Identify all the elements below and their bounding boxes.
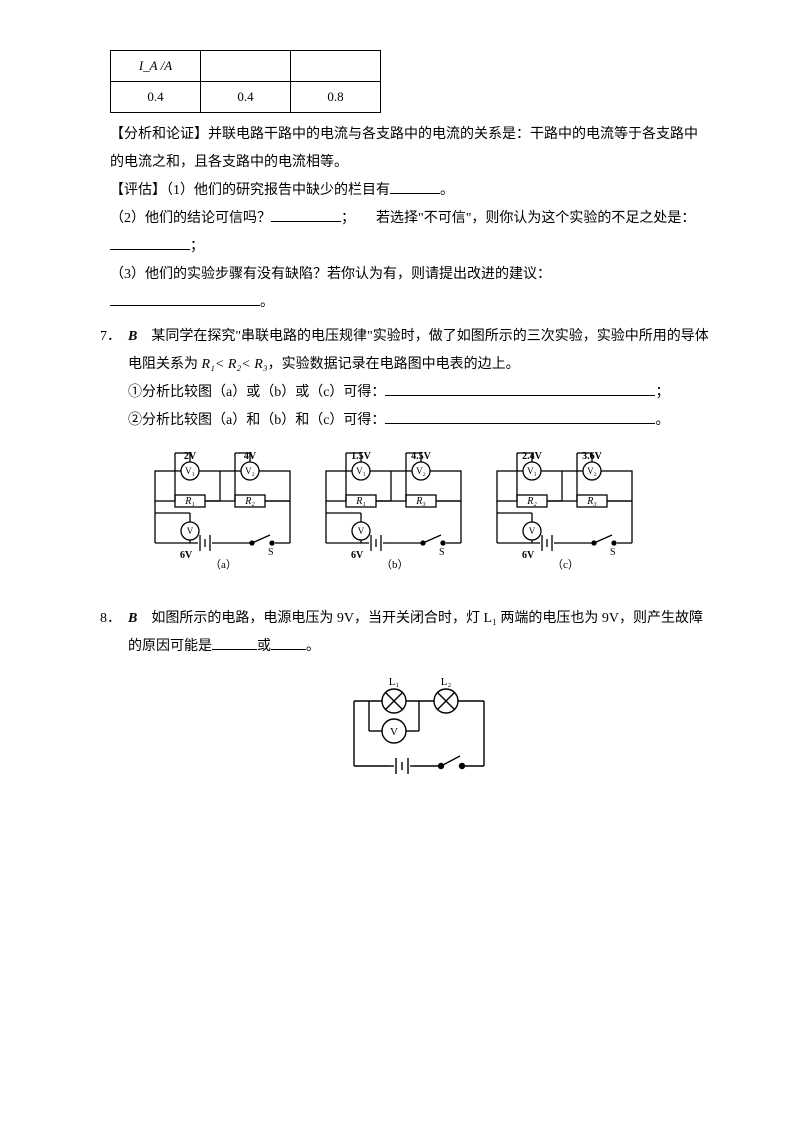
- eval-1b: 。: [440, 183, 454, 198]
- svg-text:V₁: V₁: [527, 466, 537, 476]
- eval-2a: （2）他们的结论可信吗？: [110, 211, 271, 226]
- q7-diagrams: V₁ V₂ V 2V 4V R₁ R₂ S 6V （a）: [140, 443, 710, 573]
- circuit-c: V₁ V₂ V 2.4V 3.6V R₂ R₃ S 6V （c）: [482, 443, 647, 573]
- blank-8: [271, 649, 306, 650]
- svg-text:V₁: V₁: [356, 466, 366, 476]
- eval-line2c: ；: [110, 233, 710, 261]
- svg-text:V₁: V₁: [185, 466, 195, 476]
- svg-text:V: V: [529, 526, 536, 536]
- eval-2c: ；: [190, 239, 204, 254]
- analysis-label: 【分析和论证】: [110, 127, 208, 142]
- q7-intro: B 某同学在探究"串联电路的电压规律"实验时，做了如图所示的三次实验，实验中所用…: [128, 323, 710, 379]
- eval-1a: （1）他们的研究报告中缺少的栏目有: [166, 183, 390, 198]
- svg-text:V: V: [390, 726, 398, 738]
- q8-end: 。: [306, 639, 320, 654]
- svg-text:L₁: L₁: [389, 676, 400, 688]
- svg-text:4V: 4V: [244, 451, 257, 462]
- q7-t1b: ，实验数据记录在电路图中电表的边上。: [268, 357, 520, 372]
- circuit-a: V₁ V₂ V 2V 4V R₁ R₂ S 6V （a）: [140, 443, 305, 573]
- eval-line1: 【评估】（1）他们的研究报告中缺少的栏目有 。: [110, 177, 710, 205]
- q8-prefix: B: [128, 611, 137, 626]
- cell-r1c2: 0.8: [291, 82, 381, 113]
- svg-text:4.5V: 4.5V: [411, 451, 432, 462]
- q7-l2a: ②分析比较图（a）和（b）和（c）可得：: [128, 413, 385, 428]
- eval-line2: （2）他们的结论可信吗？ ； 若选择"不可信"，则你认为这个实验的不足之处是：: [110, 205, 710, 233]
- q8-or: 或: [257, 639, 271, 654]
- blank-1: [390, 193, 440, 194]
- q7-line1: ①分析比较图（a）或（b）或（c）可得： ；: [128, 379, 710, 407]
- eval-3a: （3）他们的实验步骤有没有缺陷？若你认为有，则请提出改进的建议：: [110, 267, 551, 282]
- eval-line3: （3）他们的实验步骤有没有缺陷？若你认为有，则请提出改进的建议：: [110, 261, 710, 289]
- svg-text:1.5V: 1.5V: [351, 451, 372, 462]
- cell-r1c0: 0.4: [111, 82, 201, 113]
- svg-text:V: V: [358, 526, 365, 536]
- q7-l2b: 。: [655, 413, 669, 428]
- svg-text:R₂: R₂: [526, 496, 537, 507]
- svg-text:S: S: [439, 547, 445, 558]
- svg-text:V₂: V₂: [587, 466, 597, 476]
- blank-5: [385, 395, 655, 396]
- svg-text:V₂: V₂: [416, 466, 426, 476]
- q7-line2: ②分析比较图（a）和（b）和（c）可得： 。: [128, 407, 710, 435]
- eval-3b: 。: [260, 295, 274, 310]
- current-table: I_A /A 0.4 0.4 0.8: [110, 50, 381, 113]
- q8-t1: 如图所示的电路，电源电压为 9V，当开关闭合时，灯 L₁ 两端的电压也为 9V，…: [128, 611, 703, 654]
- cell-r0c1: [201, 51, 291, 82]
- svg-text:（a）: （a）: [210, 558, 237, 571]
- q7-l1b: ；: [655, 385, 669, 400]
- q8-text: B 如图所示的电路，电源电压为 9V，当开关闭合时，灯 L₁ 两端的电压也为 9…: [128, 605, 710, 661]
- svg-text:（b）: （b）: [381, 558, 409, 571]
- svg-text:R₂: R₂: [244, 496, 255, 507]
- svg-text:R₃: R₃: [415, 496, 426, 507]
- svg-text:R₁: R₁: [355, 496, 366, 507]
- svg-text:6V: 6V: [522, 550, 535, 561]
- q8-num: 8．: [100, 605, 128, 791]
- blank-6: [385, 423, 655, 424]
- cell-r0c2: [291, 51, 381, 82]
- blank-4: [110, 305, 260, 306]
- eval-line3b: 。: [110, 289, 710, 317]
- svg-text:S: S: [610, 547, 616, 558]
- blank-2: [271, 221, 341, 222]
- blank-3: [110, 249, 190, 250]
- svg-text:R₃: R₃: [586, 496, 597, 507]
- svg-text:（c）: （c）: [552, 558, 579, 571]
- svg-text:2.4V: 2.4V: [522, 451, 543, 462]
- svg-text:6V: 6V: [351, 550, 364, 561]
- circuit-b: V₁ V₂ V 1.5V 4.5V R₁ R₃ S 6V （b）: [311, 443, 476, 573]
- svg-text:2V: 2V: [184, 451, 197, 462]
- analysis-para: 【分析和论证】并联电路干路中的电流与各支路中的电流的关系是：干路中的电流等于各支…: [110, 121, 710, 177]
- q7-num: 7．: [100, 323, 128, 591]
- cell-r1c1: 0.4: [201, 82, 291, 113]
- q7-l1a: ①分析比较图（a）或（b）或（c）可得：: [128, 385, 385, 400]
- q7-rel: R₁< R₂< R₃: [202, 357, 268, 372]
- q8-diagram: V L₁ L₂: [128, 671, 710, 791]
- svg-text:L₂: L₂: [441, 676, 452, 688]
- cell-r0c0: I_A /A: [111, 51, 201, 82]
- svg-text:6V: 6V: [180, 550, 193, 561]
- blank-7: [212, 649, 257, 650]
- eval-2b: ； 若选择"不可信"，则你认为这个实验的不足之处是：: [341, 211, 695, 226]
- svg-text:3.6V: 3.6V: [582, 451, 603, 462]
- svg-text:V: V: [187, 526, 194, 536]
- svg-text:S: S: [268, 547, 274, 558]
- eval-label: 【评估】: [110, 183, 166, 198]
- svg-text:V₂: V₂: [245, 466, 255, 476]
- q7-prefix: B: [128, 329, 137, 344]
- svg-text:R₁: R₁: [184, 496, 195, 507]
